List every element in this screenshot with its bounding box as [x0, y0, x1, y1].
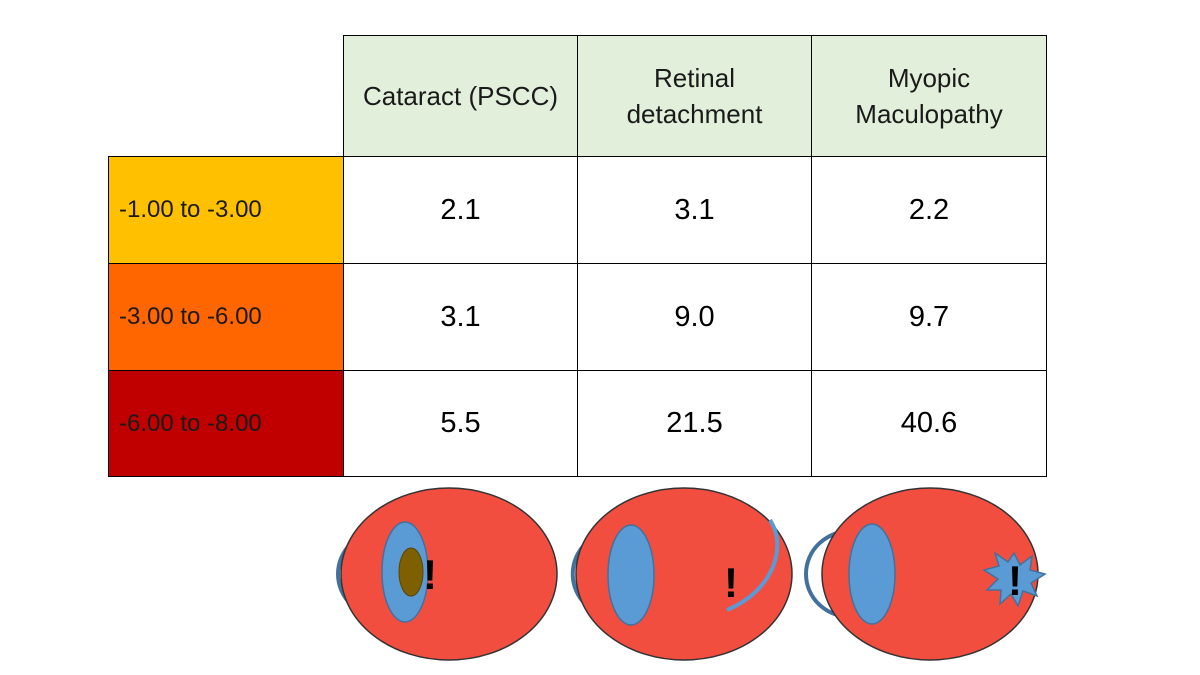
row-label-low: -1.00 to -3.00 [108, 156, 344, 264]
cataract-opacity-icon [398, 547, 424, 597]
warning-mark-icon: ! [423, 551, 437, 598]
value-text: 9.0 [674, 300, 715, 333]
value-text: 40.6 [900, 407, 958, 439]
row-label-moderate: -3.00 to -6.00 [108, 263, 344, 371]
value-high-cataract: 5.5 [343, 370, 578, 477]
header-retinal-detachment-label: Retinal detachment [626, 63, 763, 129]
header-cataract-label: Cataract (PSCC) [362, 81, 559, 111]
row-label-low-text: -1.00 to -3.00 [119, 196, 262, 223]
warning-mark-icon: ! [1008, 557, 1022, 604]
value-text: 2.1 [440, 193, 481, 226]
value-text: 5.5 [440, 407, 481, 439]
row-label-high: -6.00 to -8.00 [108, 370, 344, 477]
value-moderate-retinal: 9.0 [577, 263, 812, 371]
value-text: 3.1 [674, 193, 715, 226]
header-myopic-maculopathy-label: Myopic Maculopathy [855, 63, 1003, 129]
value-high-retinal: 21.5 [577, 370, 812, 477]
value-low-retinal: 3.1 [577, 156, 812, 264]
eye-cataract-icon: ! [336, 487, 558, 661]
row-label-high-text: -6.00 to -8.00 [119, 409, 262, 437]
value-text: 2.2 [908, 193, 950, 226]
warning-mark-icon: ! [724, 559, 738, 606]
lens-icon [607, 524, 655, 626]
detached-retina-icon [726, 518, 780, 612]
header-cataract: Cataract (PSCC) [343, 35, 578, 157]
lens-icon [848, 523, 896, 625]
macular-lesion-burst-icon [982, 551, 1047, 608]
value-text: 9.7 [908, 300, 950, 333]
value-moderate-maculopathy: 9.7 [811, 263, 1047, 371]
eye-retinal-detachment-icon: ! [570, 487, 793, 661]
eyeball-icon [340, 487, 558, 661]
value-text: 3.1 [440, 300, 481, 333]
eye-myopic-maculopathy-icon: ! [804, 487, 1047, 661]
value-low-maculopathy: 2.2 [811, 156, 1047, 264]
value-text: 21.5 [666, 407, 723, 439]
value-high-maculopathy: 40.6 [811, 370, 1047, 477]
header-myopic-maculopathy: Myopic Maculopathy [811, 35, 1047, 157]
row-label-moderate-text: -3.00 to -6.00 [119, 303, 262, 330]
